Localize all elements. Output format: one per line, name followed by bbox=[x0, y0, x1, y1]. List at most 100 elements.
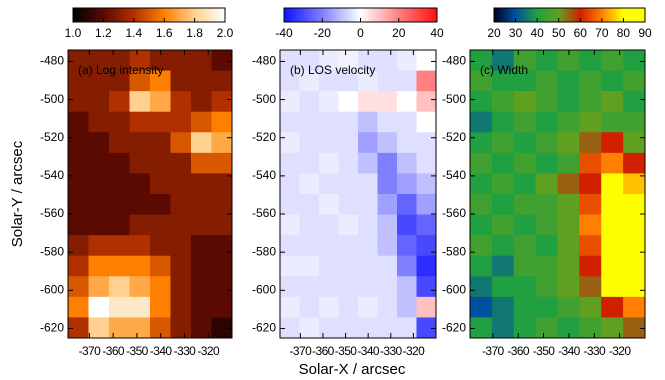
plot-frame bbox=[279, 49, 437, 339]
heat-cell bbox=[129, 214, 151, 236]
heat-cell bbox=[579, 194, 602, 216]
heat-cell bbox=[416, 70, 437, 92]
heat-cell bbox=[397, 70, 417, 92]
heat-cell bbox=[191, 70, 212, 92]
heat-cell bbox=[601, 173, 624, 195]
heat-cell bbox=[211, 50, 233, 72]
heat-cell bbox=[535, 194, 558, 216]
heat-cell bbox=[299, 111, 320, 133]
heat-cell bbox=[579, 173, 602, 195]
heat-cell bbox=[377, 132, 398, 154]
heat-cell bbox=[319, 317, 339, 339]
x-tick-label: -330 bbox=[583, 344, 606, 358]
heat-cell bbox=[109, 255, 130, 277]
heat-cell bbox=[416, 173, 437, 195]
heat-cell bbox=[319, 132, 339, 154]
heat-cell bbox=[299, 50, 320, 72]
heat-cell bbox=[68, 91, 89, 113]
heat-cell bbox=[338, 317, 359, 339]
heat-cell bbox=[338, 296, 359, 318]
heat-cell bbox=[150, 173, 171, 195]
heat-cell bbox=[88, 235, 110, 257]
heat-cell bbox=[170, 91, 192, 113]
heat-cell bbox=[601, 91, 624, 113]
heat-cell bbox=[601, 70, 624, 92]
heat-cell bbox=[68, 194, 89, 216]
heat-cell bbox=[68, 255, 89, 277]
heat-cell bbox=[358, 50, 378, 72]
heat-cell bbox=[280, 255, 300, 277]
y-tick-label: -560 bbox=[40, 206, 64, 220]
heat-cell bbox=[109, 50, 130, 72]
heat-cell bbox=[397, 132, 417, 154]
heat-cell bbox=[377, 276, 398, 298]
heat-cell bbox=[170, 194, 192, 216]
heat-cell bbox=[280, 235, 300, 257]
heat-cell bbox=[338, 194, 359, 216]
heat-cell bbox=[129, 132, 151, 154]
heat-cell bbox=[623, 132, 646, 154]
heat-cell bbox=[129, 296, 151, 318]
heat-cell bbox=[397, 91, 417, 113]
heat-cell bbox=[338, 50, 359, 72]
heat-cell bbox=[557, 50, 580, 72]
heat-cell bbox=[470, 173, 493, 195]
heat-cell bbox=[513, 132, 537, 154]
heat-cell bbox=[109, 111, 130, 133]
y-tick-label: -580 bbox=[40, 244, 64, 258]
heat-cell bbox=[319, 296, 339, 318]
heat-cell bbox=[88, 255, 110, 277]
heat-cell bbox=[299, 214, 320, 236]
heat-cell bbox=[211, 111, 233, 133]
heat-cell bbox=[170, 70, 192, 92]
y-tick-label: -600 bbox=[252, 282, 276, 296]
y-tick-label: -520 bbox=[442, 130, 466, 144]
heat-cell bbox=[416, 91, 437, 113]
heat-cell bbox=[88, 214, 110, 236]
y-tick-label: -620 bbox=[40, 321, 64, 335]
heat-cell bbox=[280, 296, 300, 318]
heat-cell bbox=[535, 255, 558, 277]
y-tick-label: -540 bbox=[442, 168, 466, 182]
heat-cell bbox=[513, 152, 537, 174]
heat-cell bbox=[109, 70, 130, 92]
heat-cell bbox=[416, 255, 437, 277]
heat-cell bbox=[535, 91, 558, 113]
heat-cell bbox=[88, 276, 110, 298]
heat-cell bbox=[338, 255, 359, 277]
heat-cell bbox=[601, 132, 624, 154]
heat-cell bbox=[416, 132, 437, 154]
heat-cell bbox=[491, 50, 515, 72]
heat-cell bbox=[319, 152, 339, 174]
y-tick-label: -540 bbox=[252, 168, 276, 182]
heat-cell bbox=[150, 132, 171, 154]
heat-cell bbox=[491, 91, 515, 113]
heat-cell bbox=[416, 296, 437, 318]
heat-cell bbox=[68, 132, 89, 154]
x-tick-label: -340 bbox=[357, 344, 380, 358]
heat-cell bbox=[68, 152, 89, 174]
heat-cell bbox=[623, 296, 646, 318]
heat-cell bbox=[211, 255, 233, 277]
heat-cell bbox=[491, 152, 515, 174]
panel-title: (a) Log intensity bbox=[78, 63, 163, 77]
heat-cell bbox=[299, 317, 320, 339]
heat-cell bbox=[623, 152, 646, 174]
heat-cell bbox=[88, 91, 110, 113]
heat-cell bbox=[109, 132, 130, 154]
heat-cell bbox=[470, 152, 493, 174]
colorbar-tick-label: 90 bbox=[638, 26, 652, 40]
x-tick-label: -370 bbox=[290, 344, 313, 358]
heat-cell bbox=[319, 50, 339, 72]
heat-cell bbox=[109, 214, 130, 236]
heat-cell bbox=[319, 91, 339, 113]
heat-cell bbox=[299, 194, 320, 216]
heat-cell bbox=[416, 111, 437, 133]
heat-cell bbox=[319, 70, 339, 92]
y-tick-label: -500 bbox=[40, 92, 64, 106]
heat-cell bbox=[358, 194, 378, 216]
heat-cell bbox=[470, 276, 493, 298]
colorbar-tick-label: 1.2 bbox=[95, 26, 112, 40]
heat-cell bbox=[280, 132, 300, 154]
heat-cell bbox=[601, 296, 624, 318]
